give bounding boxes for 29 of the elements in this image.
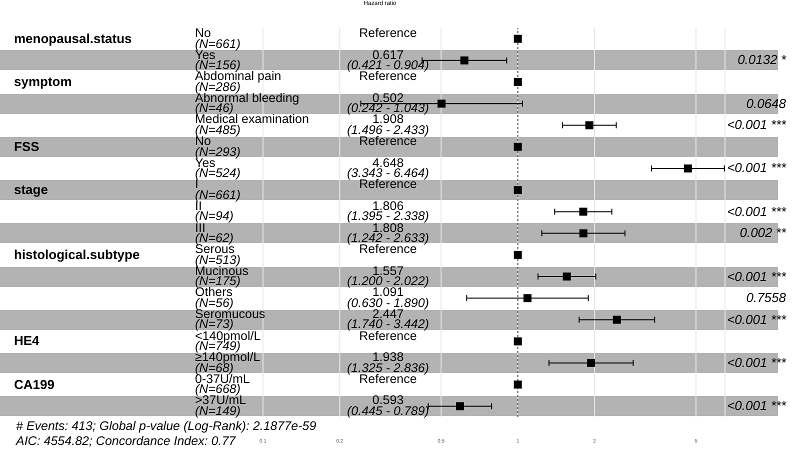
annotation: Reference [359,242,417,256]
annotation: 0.593 (0.445 - 0.789) [346,393,430,418]
text: <0.001 *** [727,117,786,132]
text: 0.0648 [746,96,786,111]
text: symptom [14,74,72,90]
text: <0.001 *** [727,354,786,370]
text: 0.002 ** [740,225,786,240]
y-tick-label: No (N=661) [195,26,241,50]
annotation: 1.806 (1.395 - 2.338) [346,198,430,224]
text: <0.001 *** [727,398,786,414]
text: FSS [14,138,40,154]
text: # Events: 413; Global p-value (Log-Rank): 2.1877e-59 [16,419,316,433]
text: 0.7558 [746,290,786,306]
text: HE4 [14,333,40,348]
annotation: Reference [359,328,417,343]
y-tick-label: Others (N=56) [195,285,234,310]
annotation: 1.557 (1.200 - 2.022) [346,264,430,288]
text: <0.001 *** [727,204,786,219]
text: histological.subtype [14,246,140,262]
text: <0.001 *** [727,268,786,284]
text: stage [14,182,48,198]
text: 0.0132 * [738,52,786,68]
text: <0.001 *** [727,160,786,176]
text: CA199 [14,376,54,392]
annotation: Reference [359,134,417,148]
text: AIC: 4554.82; Concordance Index: 0.77 [16,434,236,448]
text: <0.001 *** [727,312,786,327]
annotation: Reference [358,26,418,40]
text: menopausal.status [14,30,132,46]
